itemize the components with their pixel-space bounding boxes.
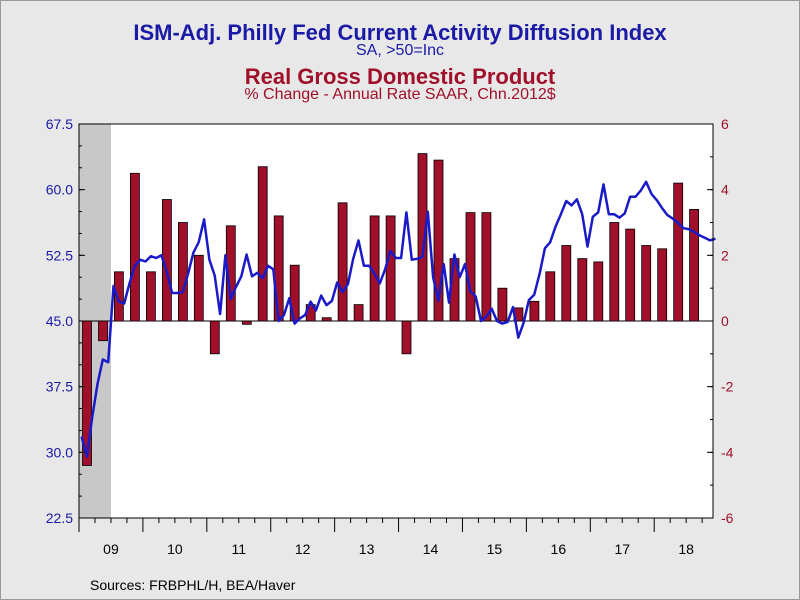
left-axis-label: 45.0 bbox=[46, 313, 73, 329]
gdp-bar bbox=[353, 304, 364, 322]
left-axis-label: 30.0 bbox=[46, 444, 73, 460]
bar-series-subtitle: % Change - Annual Rate SAAR, Chn.2012$ bbox=[244, 86, 556, 103]
gdp-bar bbox=[545, 271, 556, 322]
right-axis-label: -2 bbox=[721, 379, 734, 395]
gdp-bar bbox=[433, 159, 444, 322]
gdp-bar bbox=[129, 172, 140, 322]
right-axis-label: 2 bbox=[721, 247, 729, 263]
gdp-bar bbox=[609, 222, 620, 322]
right-axis-label: -6 bbox=[721, 510, 734, 526]
bar-series-title: Real Gross Domestic Product bbox=[244, 64, 556, 89]
gdp-bar bbox=[273, 215, 284, 322]
gdp-bar bbox=[257, 166, 268, 322]
x-axis-label: 12 bbox=[295, 541, 311, 557]
gdp-bar bbox=[385, 215, 396, 322]
line-series-subtitle: SA, >50=Inc bbox=[355, 42, 445, 59]
right-axis-label: 4 bbox=[721, 182, 729, 198]
left-axis-label: 37.5 bbox=[46, 379, 73, 395]
gdp-bar bbox=[82, 320, 92, 466]
gdp-bar bbox=[625, 228, 636, 322]
x-axis-label: 13 bbox=[359, 541, 375, 557]
left-axis-label: 22.5 bbox=[46, 510, 73, 526]
gdp-bar bbox=[497, 287, 508, 322]
right-axis-label: 0 bbox=[721, 313, 729, 329]
gdp-bar bbox=[577, 258, 588, 322]
gdp-bar bbox=[593, 261, 604, 322]
right-axis-label: -4 bbox=[721, 444, 734, 460]
x-axis-label: 14 bbox=[423, 541, 439, 557]
gdp-bar bbox=[209, 320, 220, 355]
gdp-bar bbox=[689, 208, 699, 322]
gdp-bar bbox=[417, 153, 428, 322]
gdp-bar bbox=[177, 222, 188, 322]
left-axis-label: 67.5 bbox=[46, 116, 73, 132]
gdp-bar bbox=[193, 254, 204, 322]
gdp-bar bbox=[465, 212, 476, 322]
gdp-bar bbox=[481, 212, 492, 322]
left-axis-label: 60.0 bbox=[46, 182, 73, 198]
philly-fed-line bbox=[80, 180, 716, 458]
gdp-bar bbox=[98, 320, 108, 342]
gdp-bar bbox=[673, 182, 684, 322]
gdp-bar bbox=[529, 300, 540, 322]
gdp-bar bbox=[145, 271, 156, 322]
sources-note: Sources: FRBPHL/H, BEA/Haver bbox=[90, 577, 296, 593]
gdp-bar bbox=[657, 248, 668, 322]
gdp-bar bbox=[321, 317, 332, 322]
gdp-bar bbox=[641, 245, 652, 322]
x-axis-label: 17 bbox=[614, 541, 630, 557]
gdp-bar bbox=[401, 320, 412, 355]
gdp-bar bbox=[241, 320, 252, 325]
x-axis-label: 15 bbox=[487, 541, 503, 557]
right-axis-label: 6 bbox=[721, 116, 729, 132]
x-axis-label: 11 bbox=[232, 541, 247, 557]
x-axis-label: 09 bbox=[103, 541, 119, 557]
x-axis-label: 10 bbox=[167, 541, 183, 557]
gdp-bar bbox=[114, 271, 124, 322]
left-axis-label: 52.5 bbox=[46, 247, 73, 263]
x-axis-label: 18 bbox=[678, 541, 694, 557]
gdp-bar bbox=[561, 245, 572, 322]
gdp-bar bbox=[337, 202, 348, 322]
gdp-bar bbox=[225, 225, 236, 322]
line-series-title: ISM-Adj. Philly Fed Current Activity Dif… bbox=[133, 20, 667, 45]
x-axis-label: 16 bbox=[551, 541, 567, 557]
